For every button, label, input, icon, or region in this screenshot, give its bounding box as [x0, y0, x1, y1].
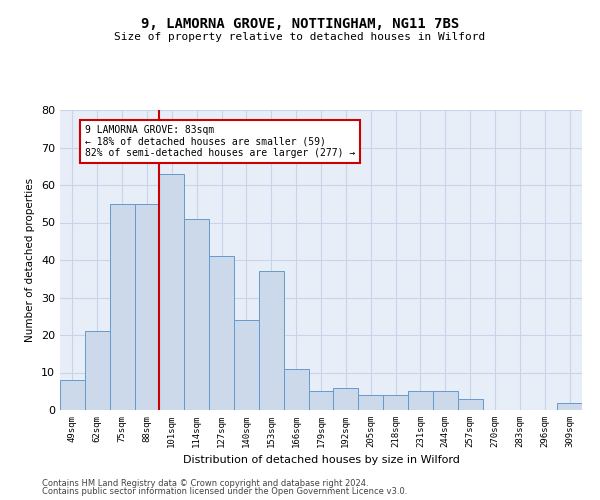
Bar	[334, 388, 358, 410]
Bar	[85, 331, 110, 410]
Bar	[134, 204, 160, 410]
Text: Size of property relative to detached houses in Wilford: Size of property relative to detached ho…	[115, 32, 485, 42]
Bar	[259, 271, 284, 410]
Bar	[408, 391, 433, 410]
Bar	[383, 395, 408, 410]
Bar	[234, 320, 259, 410]
Text: 9, LAMORNA GROVE, NOTTINGHAM, NG11 7BS: 9, LAMORNA GROVE, NOTTINGHAM, NG11 7BS	[141, 18, 459, 32]
Bar	[458, 399, 482, 410]
Bar	[308, 391, 334, 410]
Bar	[110, 204, 134, 410]
Bar	[160, 174, 184, 410]
X-axis label: Distribution of detached houses by size in Wilford: Distribution of detached houses by size …	[182, 456, 460, 466]
Text: Contains public sector information licensed under the Open Government Licence v3: Contains public sector information licen…	[42, 487, 407, 496]
Bar	[209, 256, 234, 410]
Bar	[557, 402, 582, 410]
Bar	[358, 395, 383, 410]
Bar	[60, 380, 85, 410]
Y-axis label: Number of detached properties: Number of detached properties	[25, 178, 35, 342]
Bar	[433, 391, 458, 410]
Bar	[184, 219, 209, 410]
Text: Contains HM Land Registry data © Crown copyright and database right 2024.: Contains HM Land Registry data © Crown c…	[42, 478, 368, 488]
Bar	[284, 369, 308, 410]
Text: 9 LAMORNA GROVE: 83sqm
← 18% of detached houses are smaller (59)
82% of semi-det: 9 LAMORNA GROVE: 83sqm ← 18% of detached…	[85, 125, 355, 158]
